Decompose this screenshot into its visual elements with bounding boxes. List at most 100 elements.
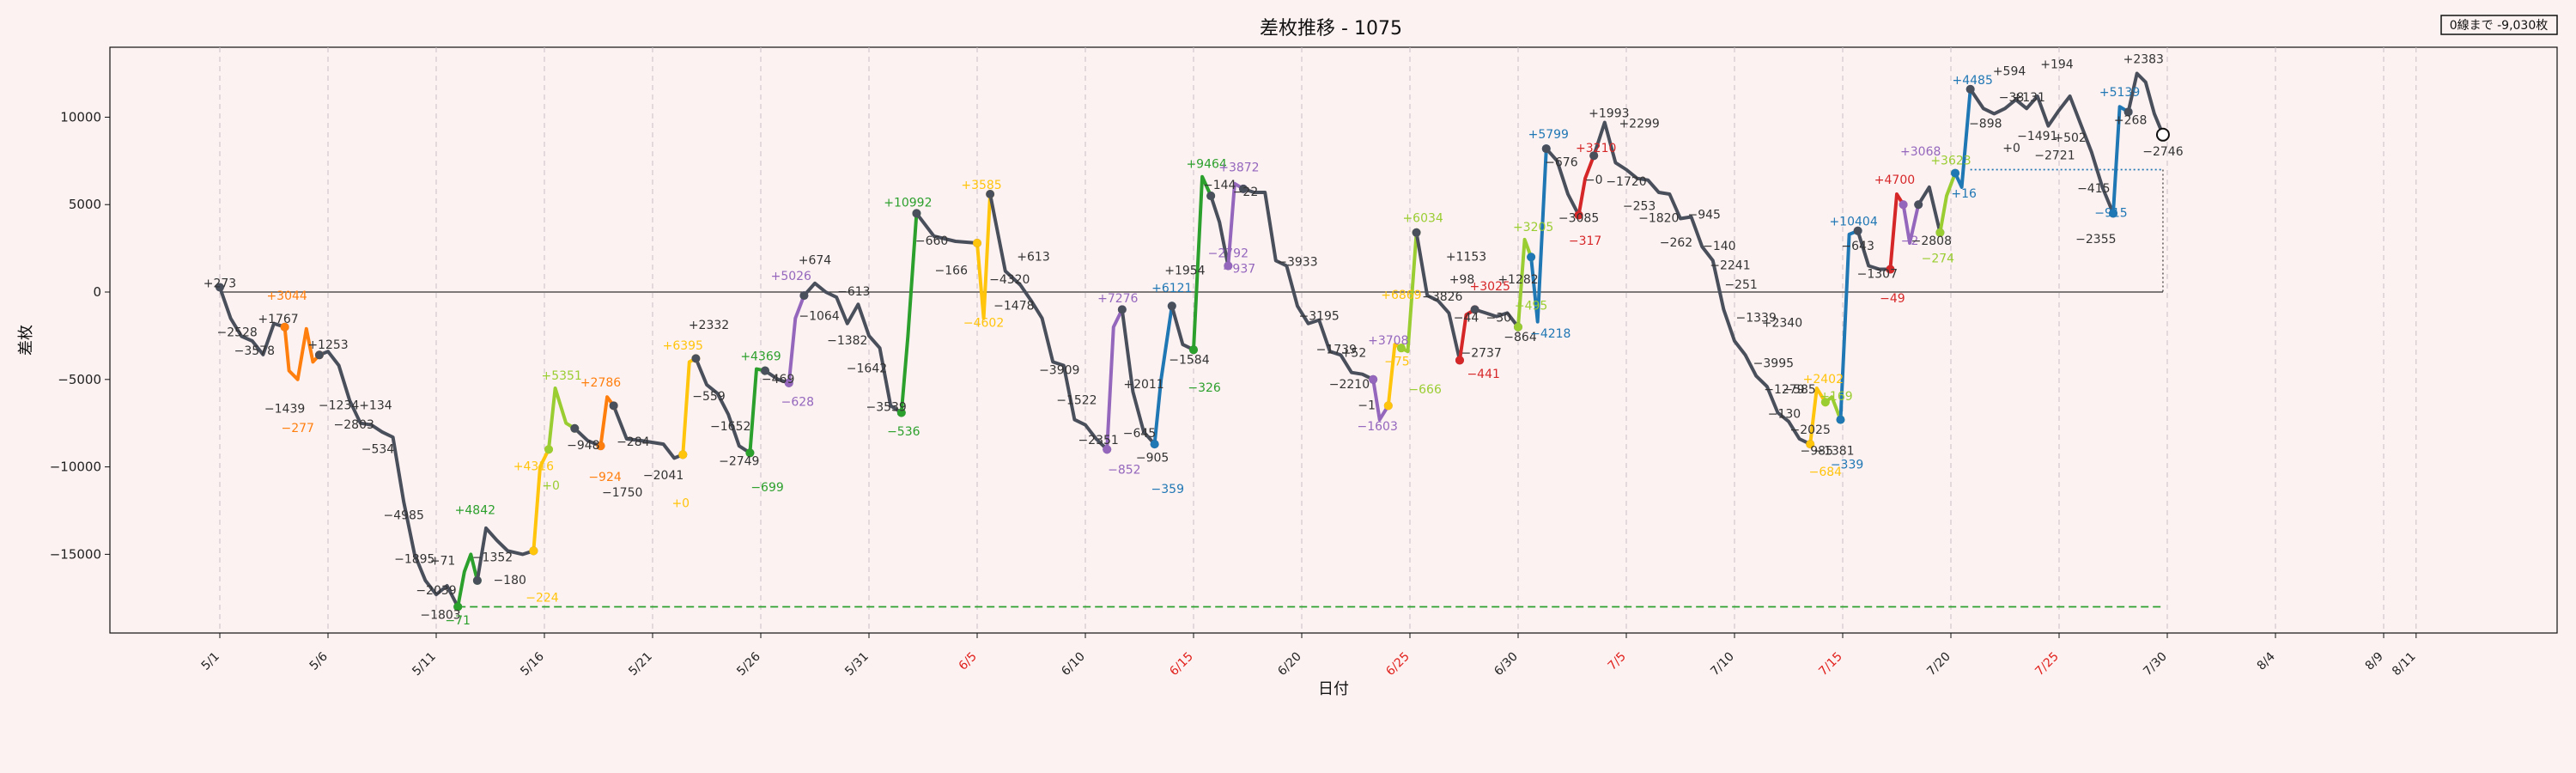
point-annotation: +3872 bbox=[1218, 161, 1259, 175]
point-annotation: −852 bbox=[1108, 464, 1140, 478]
series-line bbox=[802, 281, 903, 415]
point-annotation: +6034 bbox=[1402, 212, 1443, 226]
point-annotation: −666 bbox=[1408, 383, 1442, 397]
point-annotation: +4316 bbox=[513, 460, 554, 474]
y-tick-label: 10000 bbox=[60, 109, 101, 125]
point-annotation: −49 bbox=[1880, 292, 1905, 306]
series-point bbox=[596, 441, 605, 451]
point-annotation: −3578 bbox=[234, 344, 275, 358]
series-lines bbox=[218, 71, 2165, 609]
point-annotation: −985 bbox=[1801, 444, 1833, 458]
point-annotation: +9464 bbox=[1186, 157, 1226, 171]
point-annotation: −1603 bbox=[1358, 420, 1398, 434]
point-annotation: −71 bbox=[445, 614, 471, 628]
x-tick-label: 8/9 bbox=[2363, 650, 2386, 673]
point-annotation: −4218 bbox=[1530, 327, 1571, 341]
point-annotation: −469 bbox=[762, 373, 794, 386]
series-point bbox=[2109, 209, 2117, 218]
point-annotation: −2351 bbox=[1078, 434, 1118, 447]
series-point bbox=[1238, 184, 1248, 193]
point-annotation: −326 bbox=[1188, 381, 1221, 395]
point-annotations: +273 −2528 −3578 +1767 +3044 −1439 −277 +1253 −1… bbox=[204, 52, 2184, 627]
series-point bbox=[609, 401, 618, 411]
series-line bbox=[1242, 186, 1376, 381]
x-tick-label: 6/5 bbox=[957, 650, 980, 673]
series-line bbox=[1808, 386, 1827, 447]
point-annotation: −1352 bbox=[472, 551, 513, 565]
point-annotation: +2299 bbox=[1619, 118, 1659, 131]
series-point bbox=[1820, 398, 1830, 407]
point-annotation: −317 bbox=[1569, 234, 1601, 248]
point-annotation: +1282 bbox=[1498, 273, 1538, 287]
series-line bbox=[283, 325, 321, 381]
series-point bbox=[1514, 322, 1522, 332]
point-annotation: −1803 bbox=[420, 609, 460, 623]
point-annotation: −1739 bbox=[1316, 343, 1357, 356]
point-annotation: +2402 bbox=[1803, 373, 1844, 386]
series-line bbox=[787, 294, 806, 385]
point-annotation: −180 bbox=[493, 574, 526, 587]
series-point bbox=[1103, 445, 1112, 454]
point-annotation: +1954 bbox=[1164, 265, 1205, 278]
series-point bbox=[1951, 168, 1960, 178]
series-line bbox=[547, 386, 577, 452]
point-annotation: −2528 bbox=[216, 326, 257, 339]
chart-title: 差枚推移 - 1075 bbox=[1260, 18, 1402, 40]
series-point bbox=[544, 445, 554, 454]
point-annotation: −253 bbox=[1623, 199, 1656, 213]
series-line bbox=[1170, 304, 1195, 352]
series-line bbox=[988, 192, 1109, 452]
series-line bbox=[1592, 120, 1813, 447]
point-annotation: +194 bbox=[2040, 58, 2074, 71]
point-annotation: −1279 bbox=[1764, 383, 1804, 397]
point-annotation: −44 bbox=[1454, 312, 1479, 326]
point-annotation: −2025 bbox=[1790, 423, 1831, 437]
point-annotation: +268 bbox=[2114, 114, 2147, 128]
point-annotation: +6869 bbox=[1381, 289, 1421, 302]
series-point bbox=[1935, 228, 1945, 237]
point-annotation: −75 bbox=[1384, 356, 1410, 369]
point-annotation: +0 bbox=[2002, 142, 2020, 155]
series-line bbox=[456, 552, 479, 609]
y-axis-ticks: 10000 5000 0 −5000 −10000 −15000 bbox=[50, 109, 110, 562]
x-tick-label: 7/30 bbox=[2141, 650, 2170, 679]
series-line bbox=[914, 211, 979, 245]
point-annotation: +2011 bbox=[1123, 378, 1163, 392]
x-axis-label: 日付 bbox=[1318, 680, 1349, 698]
series-point bbox=[912, 209, 921, 218]
point-annotation: −1381 bbox=[1814, 444, 1854, 458]
point-annotation: −937 bbox=[1223, 263, 1255, 277]
series-line bbox=[1371, 377, 1390, 422]
point-annotation: +1767 bbox=[258, 313, 298, 326]
series-point bbox=[691, 354, 701, 363]
point-annotation: −613 bbox=[837, 285, 870, 299]
series-line bbox=[1414, 230, 1461, 362]
series-point bbox=[1899, 200, 1908, 210]
series-point bbox=[1965, 84, 1975, 94]
series-line bbox=[1856, 228, 1893, 271]
series-point bbox=[314, 350, 324, 360]
series-point bbox=[453, 602, 463, 612]
point-annotation: +0 bbox=[671, 496, 690, 510]
point-annotation: −2041 bbox=[643, 469, 683, 483]
point-annotation: −441 bbox=[1467, 368, 1499, 381]
series-point bbox=[529, 546, 538, 556]
point-annotation: −534 bbox=[361, 442, 395, 456]
series-point bbox=[986, 190, 995, 199]
point-annotation: −274 bbox=[1922, 252, 1955, 265]
series-line bbox=[1192, 174, 1213, 352]
y-tick-label: −15000 bbox=[50, 546, 101, 562]
point-annotation: −4985 bbox=[384, 509, 424, 523]
point-annotation: +5139 bbox=[2099, 86, 2140, 100]
x-tick-label: 5/6 bbox=[307, 649, 331, 673]
series-point bbox=[1150, 440, 1159, 449]
point-annotation: +131 bbox=[2012, 91, 2044, 105]
point-annotation: +169 bbox=[1820, 390, 1852, 404]
point-annotation: −0 bbox=[1585, 173, 1603, 187]
point-annotation: +5026 bbox=[771, 270, 811, 283]
point-annotation: −30 bbox=[1486, 312, 1512, 326]
x-tick-label: 6/10 bbox=[1059, 650, 1088, 679]
point-annotation: −1 bbox=[1358, 399, 1376, 412]
plot-area bbox=[109, 46, 2558, 634]
series-point bbox=[1224, 261, 1233, 271]
